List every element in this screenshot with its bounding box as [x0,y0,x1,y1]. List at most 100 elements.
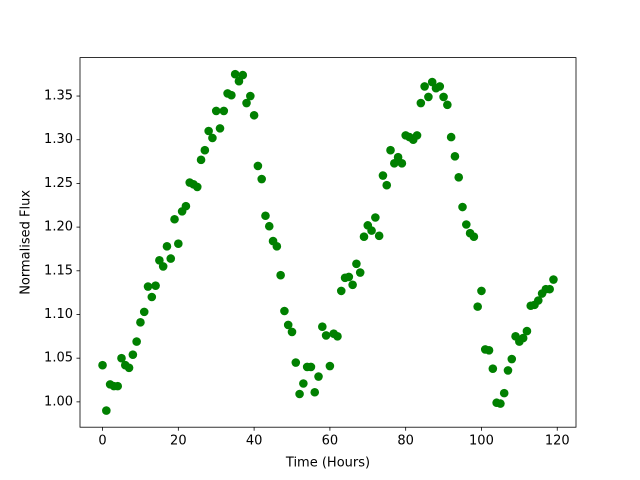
scatter-point [378,171,388,180]
scatter-point [314,372,323,381]
scatter-point [295,389,304,399]
scatter-point [151,281,160,290]
scatter-point [412,131,422,140]
scatter-point [242,98,251,108]
scatter-point [435,82,445,91]
scatter-point [147,292,157,302]
scatter-point [253,161,263,171]
scatter-point [280,306,289,316]
scatter-point [139,307,149,317]
scatter-point [230,69,240,79]
scatter-point [181,201,191,211]
scatter-point [132,337,141,346]
scatter-point [299,379,308,388]
y-tick-label: 1.05 [44,351,73,366]
scatter-point [488,364,498,373]
scatter-point [158,262,168,271]
scatter-point [257,174,266,184]
scatter-point [318,322,327,332]
scatter-point [211,106,221,116]
scatter-point [333,332,342,341]
scatter-point [336,286,346,296]
y-tick-label: 1.10 [44,307,73,322]
scatter-point [98,360,107,370]
scatter-point [192,182,202,192]
scatter-point [238,70,248,80]
scatter-point [522,326,532,336]
x-tick-label: 100 [469,434,494,449]
x-tick-label: 120 [545,434,570,449]
scatter-point [359,232,369,242]
scatter-point [545,284,554,294]
scatter-point [454,173,464,182]
scatter-point [287,327,297,337]
scatter-point [450,152,460,161]
scatter-point [533,296,543,305]
scatter-point [439,92,448,102]
y-axis-label: Normalised Flux [19,190,34,295]
x-tick-label: 80 [397,434,414,449]
scatter-point [374,231,384,241]
scatter-point [416,98,426,108]
scatter-point [344,272,354,282]
x-tick-label: 0 [98,434,106,449]
scatter-point [227,90,236,100]
scatter-point [477,286,486,296]
scatter-point [382,180,392,190]
scatter-point [196,155,206,165]
scatter-point [117,353,126,363]
scatter-point [549,275,558,284]
scatter-point [102,406,111,415]
scatter-point [325,361,335,371]
scatter-point [507,354,517,364]
scatter-point [291,358,301,367]
scatter-point [166,254,176,263]
scatter-point [249,110,259,120]
scatter-point [462,220,471,229]
y-tick-label: 1.25 [44,176,73,191]
scatter-point [458,202,467,212]
scatter-point [473,302,482,311]
scatter-point [484,346,494,355]
scatter-point [246,91,255,101]
scatter-point [208,133,217,143]
scatter-point [371,213,380,222]
scatter-point [124,363,134,373]
scatter-point [321,331,331,340]
scatter-point [306,362,316,372]
scatter-point [367,226,376,235]
plot-frame [79,57,577,428]
scatter-point [518,333,528,343]
scatter-point [348,280,357,290]
scatter-point [386,145,395,155]
scatter-point [496,399,505,408]
scatter-point [136,318,145,327]
scatter-point [143,282,153,291]
scatter-point [162,242,172,251]
x-axis-label: Time (Hours) [285,456,370,471]
scatter-point [352,259,361,269]
x-tick-label: 20 [170,434,187,449]
scatter-point [310,387,320,397]
scatter-point [215,124,225,133]
scatter-point [420,82,429,91]
scatter-point [355,268,365,277]
scatter-point [283,320,293,330]
scatter-point [503,366,513,375]
scatter-point [276,270,285,280]
y-tick-label: 1.30 [44,132,73,147]
scatter-point [446,132,456,142]
x-tick-label: 60 [322,434,339,449]
y-tick-label: 1.20 [44,220,73,235]
y-tick-label: 1.35 [44,89,73,104]
scatter-point [219,106,229,116]
scatter-point [272,242,282,251]
x-tick-label: 40 [246,434,263,449]
scatter-point [397,159,407,168]
scatter-point [443,100,452,110]
scatter-point [264,221,274,231]
scatter-point [113,381,123,391]
scatter-point [424,92,433,102]
y-tick-label: 1.15 [44,263,73,278]
